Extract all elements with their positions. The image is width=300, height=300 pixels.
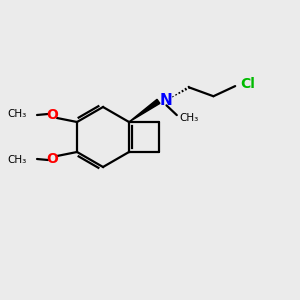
Text: CH₃: CH₃ <box>8 155 27 165</box>
Text: CH₃: CH₃ <box>8 109 27 119</box>
Text: CH₃: CH₃ <box>180 113 199 123</box>
Text: N: N <box>160 93 173 108</box>
Polygon shape <box>129 99 160 122</box>
Text: Cl: Cl <box>241 77 256 91</box>
Text: O: O <box>46 108 58 122</box>
Text: O: O <box>46 152 58 166</box>
